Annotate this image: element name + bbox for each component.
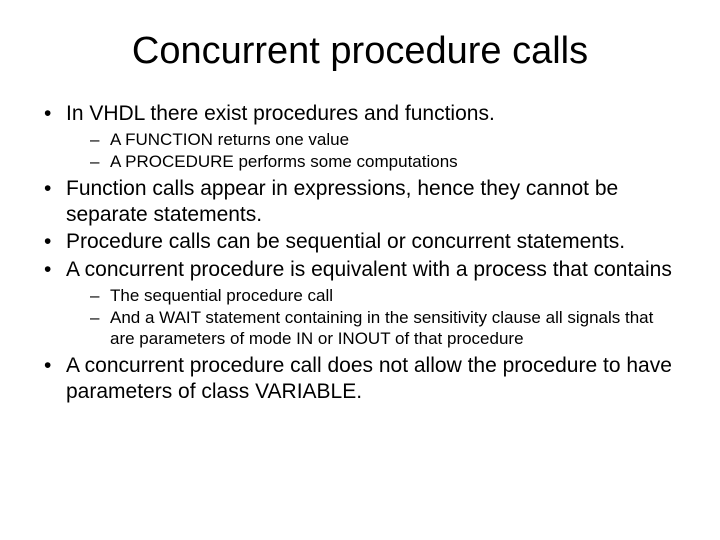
bullet-text: In VHDL there exist procedures and funct… — [66, 102, 495, 125]
bullet-text: A concurrent procedure is equivalent wit… — [66, 258, 672, 281]
bullet-list-level1: In VHDL there exist procedures and funct… — [40, 101, 680, 405]
bullet-text: Procedure calls can be sequential or con… — [66, 230, 625, 253]
sub-bullet-item: A FUNCTION returns one value — [66, 129, 680, 150]
sub-bullet-text: The sequential procedure call — [110, 286, 333, 305]
bullet-item: Procedure calls can be sequential or con… — [40, 229, 680, 255]
slide: Concurrent procedure calls In VHDL there… — [0, 0, 720, 540]
bullet-item: A concurrent procedure call does not all… — [40, 353, 680, 404]
bullet-text: Function calls appear in expressions, he… — [66, 177, 618, 226]
sub-bullet-item: And a WAIT statement containing in the s… — [66, 307, 680, 350]
bullet-item: A concurrent procedure is equivalent wit… — [40, 257, 680, 349]
sub-bullet-item: The sequential procedure call — [66, 285, 680, 306]
sub-bullet-text: A PROCEDURE performs some computations — [110, 152, 458, 171]
bullet-text: A concurrent procedure call does not all… — [66, 354, 672, 403]
sub-bullet-text: And a WAIT statement containing in the s… — [110, 308, 653, 348]
bullet-item: Function calls appear in expressions, he… — [40, 176, 680, 227]
slide-title: Concurrent procedure calls — [40, 30, 680, 73]
bullet-list-level2: A FUNCTION returns one value A PROCEDURE… — [66, 129, 680, 173]
sub-bullet-item: A PROCEDURE performs some computations — [66, 151, 680, 172]
bullet-list-level2: The sequential procedure call And a WAIT… — [66, 285, 680, 350]
sub-bullet-text: A FUNCTION returns one value — [110, 130, 349, 149]
bullet-item: In VHDL there exist procedures and funct… — [40, 101, 680, 172]
